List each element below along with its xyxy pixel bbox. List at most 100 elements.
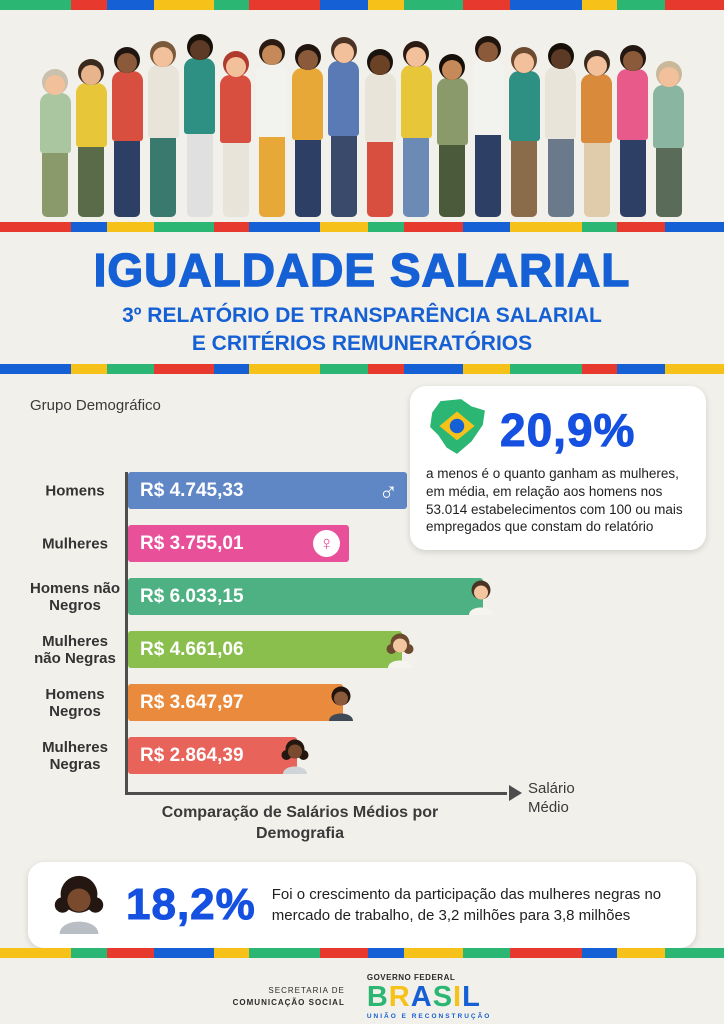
x-axis-arrow-icon — [509, 785, 522, 801]
stripe-segment — [320, 222, 368, 232]
black-man-icon — [325, 685, 357, 721]
stripe-segment — [320, 0, 368, 10]
black-woman-icon — [279, 738, 311, 774]
crowd-person — [183, 34, 215, 217]
stripe-segment — [581, 0, 618, 10]
white-woman-icon — [384, 632, 416, 668]
chart-caption: Comparação de Salários Médios por Demogr… — [161, 804, 439, 842]
bar-category-label: Mulheres Negras — [42, 738, 108, 773]
male-symbol-icon: ♂ — [378, 475, 399, 506]
crowd-person — [256, 39, 288, 217]
crowd-person — [581, 50, 613, 217]
crowd-person — [472, 36, 504, 217]
stripe-segment — [617, 222, 665, 232]
person-head — [439, 54, 466, 80]
stripe-segment — [320, 364, 368, 374]
brasil-logo-letter: I — [453, 980, 463, 1013]
growth-text: Foi o crescimento da participação das mu… — [271, 886, 662, 924]
crowd-person — [653, 61, 685, 217]
stripe-segment — [154, 364, 214, 374]
stripe-segment — [617, 364, 665, 374]
crowd-person — [436, 54, 468, 217]
stripe-segment — [154, 948, 214, 958]
stripe-segment — [106, 364, 155, 374]
secom-logo: SECRETARIA DE COMUNICAÇÃO SOCIAL — [233, 985, 345, 1009]
pay-gap-stat-row: 20,9% — [426, 398, 690, 461]
growth-stat: 18,2% — [126, 880, 256, 930]
crowd-person — [508, 47, 540, 217]
person-head — [475, 36, 502, 62]
brasil-logo-letter: B — [366, 980, 389, 1013]
person-head — [547, 43, 574, 69]
stripe-segment — [510, 0, 582, 10]
stripe-segment — [581, 948, 618, 958]
person-head — [258, 39, 285, 65]
bar-row: Homens não Negros R$ 6.033,15 — [30, 578, 507, 615]
crowd-person — [292, 44, 324, 217]
bar-category-label: Mulheres não Negras — [34, 632, 116, 667]
stripe-segment — [249, 222, 321, 232]
brasil-logo-letter: R — [388, 980, 411, 1013]
stripe-segment — [71, 222, 107, 232]
stripe-segment — [0, 0, 72, 10]
person-head — [222, 51, 249, 77]
stripe-segment — [581, 364, 618, 374]
person-head — [403, 41, 430, 67]
bar-value-label: R$ 4.745,33 — [140, 479, 244, 501]
page-title: IGUALDADE SALARIAL — [93, 243, 631, 296]
pay-gap-text: a menos é o quanto ganham as mulheres, e… — [426, 466, 683, 535]
stripe-segment — [510, 222, 582, 232]
person-head — [619, 45, 646, 71]
female-symbol-icon: ♀ — [313, 530, 340, 557]
brasil-logo: BRASIL — [366, 980, 492, 1013]
stripe-segment — [213, 222, 250, 232]
bar-category-label: Homens — [45, 481, 105, 499]
bar: R$ 4.745,33 ♂ — [128, 472, 407, 509]
uniao-reconstrucao-label: UNIÃO E RECONSTRUÇÃO — [366, 1012, 492, 1020]
person-head — [367, 49, 394, 75]
chart-plot-area: Homens R$ 4.745,33 ♂ Mulheres R$ 3.755,01 ♀ Ho… — [30, 472, 522, 801]
crowd-person — [147, 41, 179, 217]
secom-line-2: COMUNICAÇÃO SOCIAL — [232, 998, 345, 1007]
brasil-logo-letter: A — [410, 980, 433, 1013]
bar-category-label: Mulheres — [42, 534, 108, 552]
stripe-segment — [462, 222, 511, 232]
chart-x-axis-label: Salário Médio — [528, 780, 575, 816]
stripe-segment — [367, 0, 404, 10]
bar-value-label: R$ 2.864,39 — [140, 744, 244, 766]
crowd-person — [545, 43, 577, 217]
pay-gap-callout-card: 20,9% a menos é o quanto ganham as mulhe… — [410, 386, 706, 551]
stripe-segment — [249, 364, 321, 374]
bar: R$ 6.033,15 — [128, 578, 493, 615]
color-stripe — [0, 364, 724, 374]
stripe-segment — [462, 948, 511, 958]
bar-category-label: Homens Negros — [45, 685, 105, 720]
stripe-segment — [617, 948, 665, 958]
stripe-segment — [510, 364, 582, 374]
stripe-segment — [462, 0, 511, 10]
stripe-segment — [403, 948, 463, 958]
stripe-segment — [106, 948, 155, 958]
person-head — [511, 47, 538, 73]
stripe-segment — [403, 364, 463, 374]
person-head — [150, 41, 177, 67]
governo-federal-label: GOVERNO FEDERAL — [366, 972, 456, 982]
stripe-segment — [154, 0, 214, 10]
stripe-segment — [664, 948, 724, 958]
crowd-person — [220, 51, 252, 217]
stripe-segment — [213, 0, 250, 10]
stripe-segment — [510, 948, 582, 958]
black-women-growth-card: 18,2% Foi o crescimento da participação … — [28, 862, 696, 948]
stripe-segment — [71, 364, 107, 374]
stripe-segment — [367, 222, 404, 232]
footer: SECRETARIA DE COMUNICAÇÃO SOCIAL GOVERNO… — [0, 972, 724, 1020]
stripe-segment — [581, 222, 618, 232]
white-man-icon — [469, 580, 493, 615]
bar: R$ 3.647,97 — [128, 684, 353, 721]
brasil-logo-letter: S — [432, 980, 454, 1013]
person-head — [583, 50, 610, 76]
pay-gap-stat: 20,9% — [499, 403, 636, 456]
subtitle-line-2: E CRITÉRIOS REMUNERATÓRIOS — [191, 332, 533, 356]
stripe-segment — [617, 0, 665, 10]
stripe-segment — [367, 364, 404, 374]
